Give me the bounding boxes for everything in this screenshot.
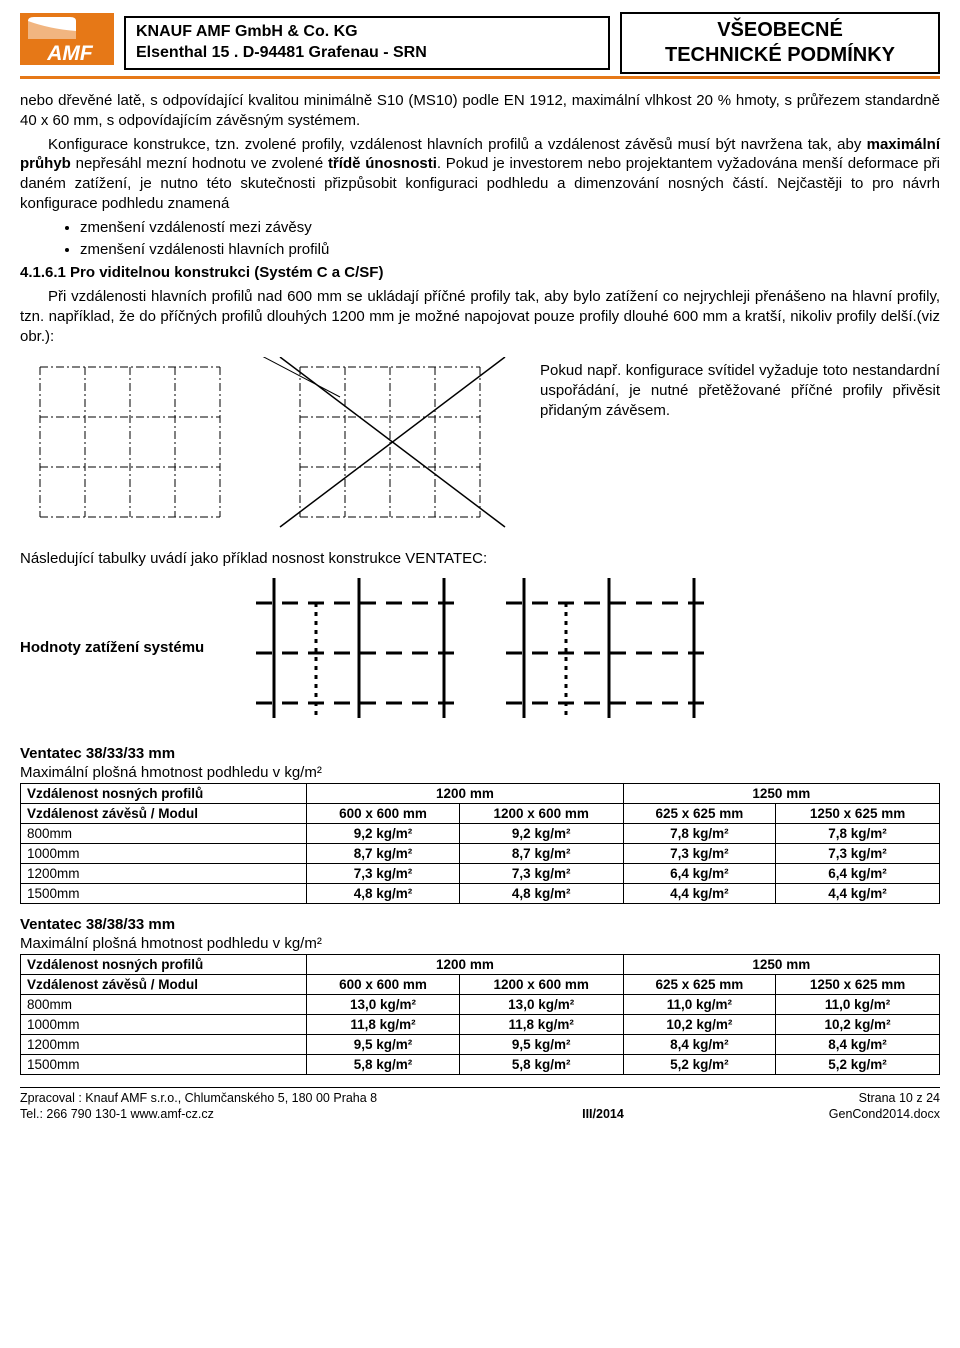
header-title-box: VŠEOBECNÉ TECHNICKÉ PODMÍNKY (620, 12, 940, 74)
system-load-label: Hodnoty zatížení systému (20, 639, 204, 656)
bullet-list: zmenšení vzdáleností mezi závěsy zmenšen… (80, 218, 940, 260)
doc-title-l1: VŠEOBECNÉ (717, 19, 843, 41)
bullet-2: zmenšení vzdálenosti hlavních profilů (80, 240, 940, 260)
para-3: Při vzdálenosti hlavních profilů nad 600… (20, 287, 940, 346)
footer-center: III/2014 (582, 1106, 624, 1122)
page-footer: Zpracoval : Knauf AMF s.r.o., Chlumčansk… (20, 1087, 940, 1123)
system-diagram-row: Hodnoty zatížení systému (20, 573, 940, 723)
page-header: AMF KNAUF AMF GmbH & Co. KG Elsenthal 15… (20, 12, 940, 79)
company-name: KNAUF AMF GmbH & Co. KG (136, 23, 358, 40)
table1-subtitle: Maximální plošná hmotnost podhledu v kg/… (20, 764, 940, 781)
table2-subtitle: Maximální plošná hmotnost podhledu v kg/… (20, 935, 940, 952)
para-2: Konfigurace konstrukce, tzn. zvolené pro… (20, 135, 940, 214)
footer-left: Zpracoval : Knauf AMF s.r.o., Chlumčansk… (20, 1090, 377, 1123)
company-address: Elsenthal 15 . D-94481 Grafenau - SRN (136, 44, 427, 61)
doc-title-l2: TECHNICKÉ PODMÍNKY (665, 44, 895, 66)
para-1: nebo dřevěné latě, s odpovídající kvalit… (20, 91, 940, 131)
table2-title: Ventatec 38/38/33 mm (20, 916, 940, 933)
svg-text:AMF: AMF (46, 42, 94, 65)
footer-right: Strana 10 z 24 GenCond2014.docx (829, 1090, 940, 1123)
load-table-2: Vzdálenost nosných profilů1200 mm1250 mm… (20, 954, 940, 1075)
grid-diagram (20, 357, 520, 532)
grid-diagram-row: Pokud např. konfigurace svítidel vyžaduj… (20, 357, 940, 532)
body-content: nebo dřevěné latě, s odpovídající kvalit… (20, 91, 940, 347)
system-diagram (244, 573, 714, 723)
para-5: Následující tabulky uvádí jako příklad n… (20, 550, 940, 567)
load-table-1: Vzdálenost nosných profilů1200 mm1250 mm… (20, 783, 940, 904)
header-company-box: KNAUF AMF GmbH & Co. KG Elsenthal 15 . D… (124, 16, 610, 70)
amf-logo: AMF (20, 13, 114, 73)
grid-side-text: Pokud např. konfigurace svítidel vyžaduj… (540, 357, 940, 422)
heading-4161: 4.1.6.1 Pro viditelnou konstrukci (Systé… (20, 263, 940, 283)
table1-title: Ventatec 38/33/33 mm (20, 745, 940, 762)
bullet-1: zmenšení vzdáleností mezi závěsy (80, 218, 940, 238)
